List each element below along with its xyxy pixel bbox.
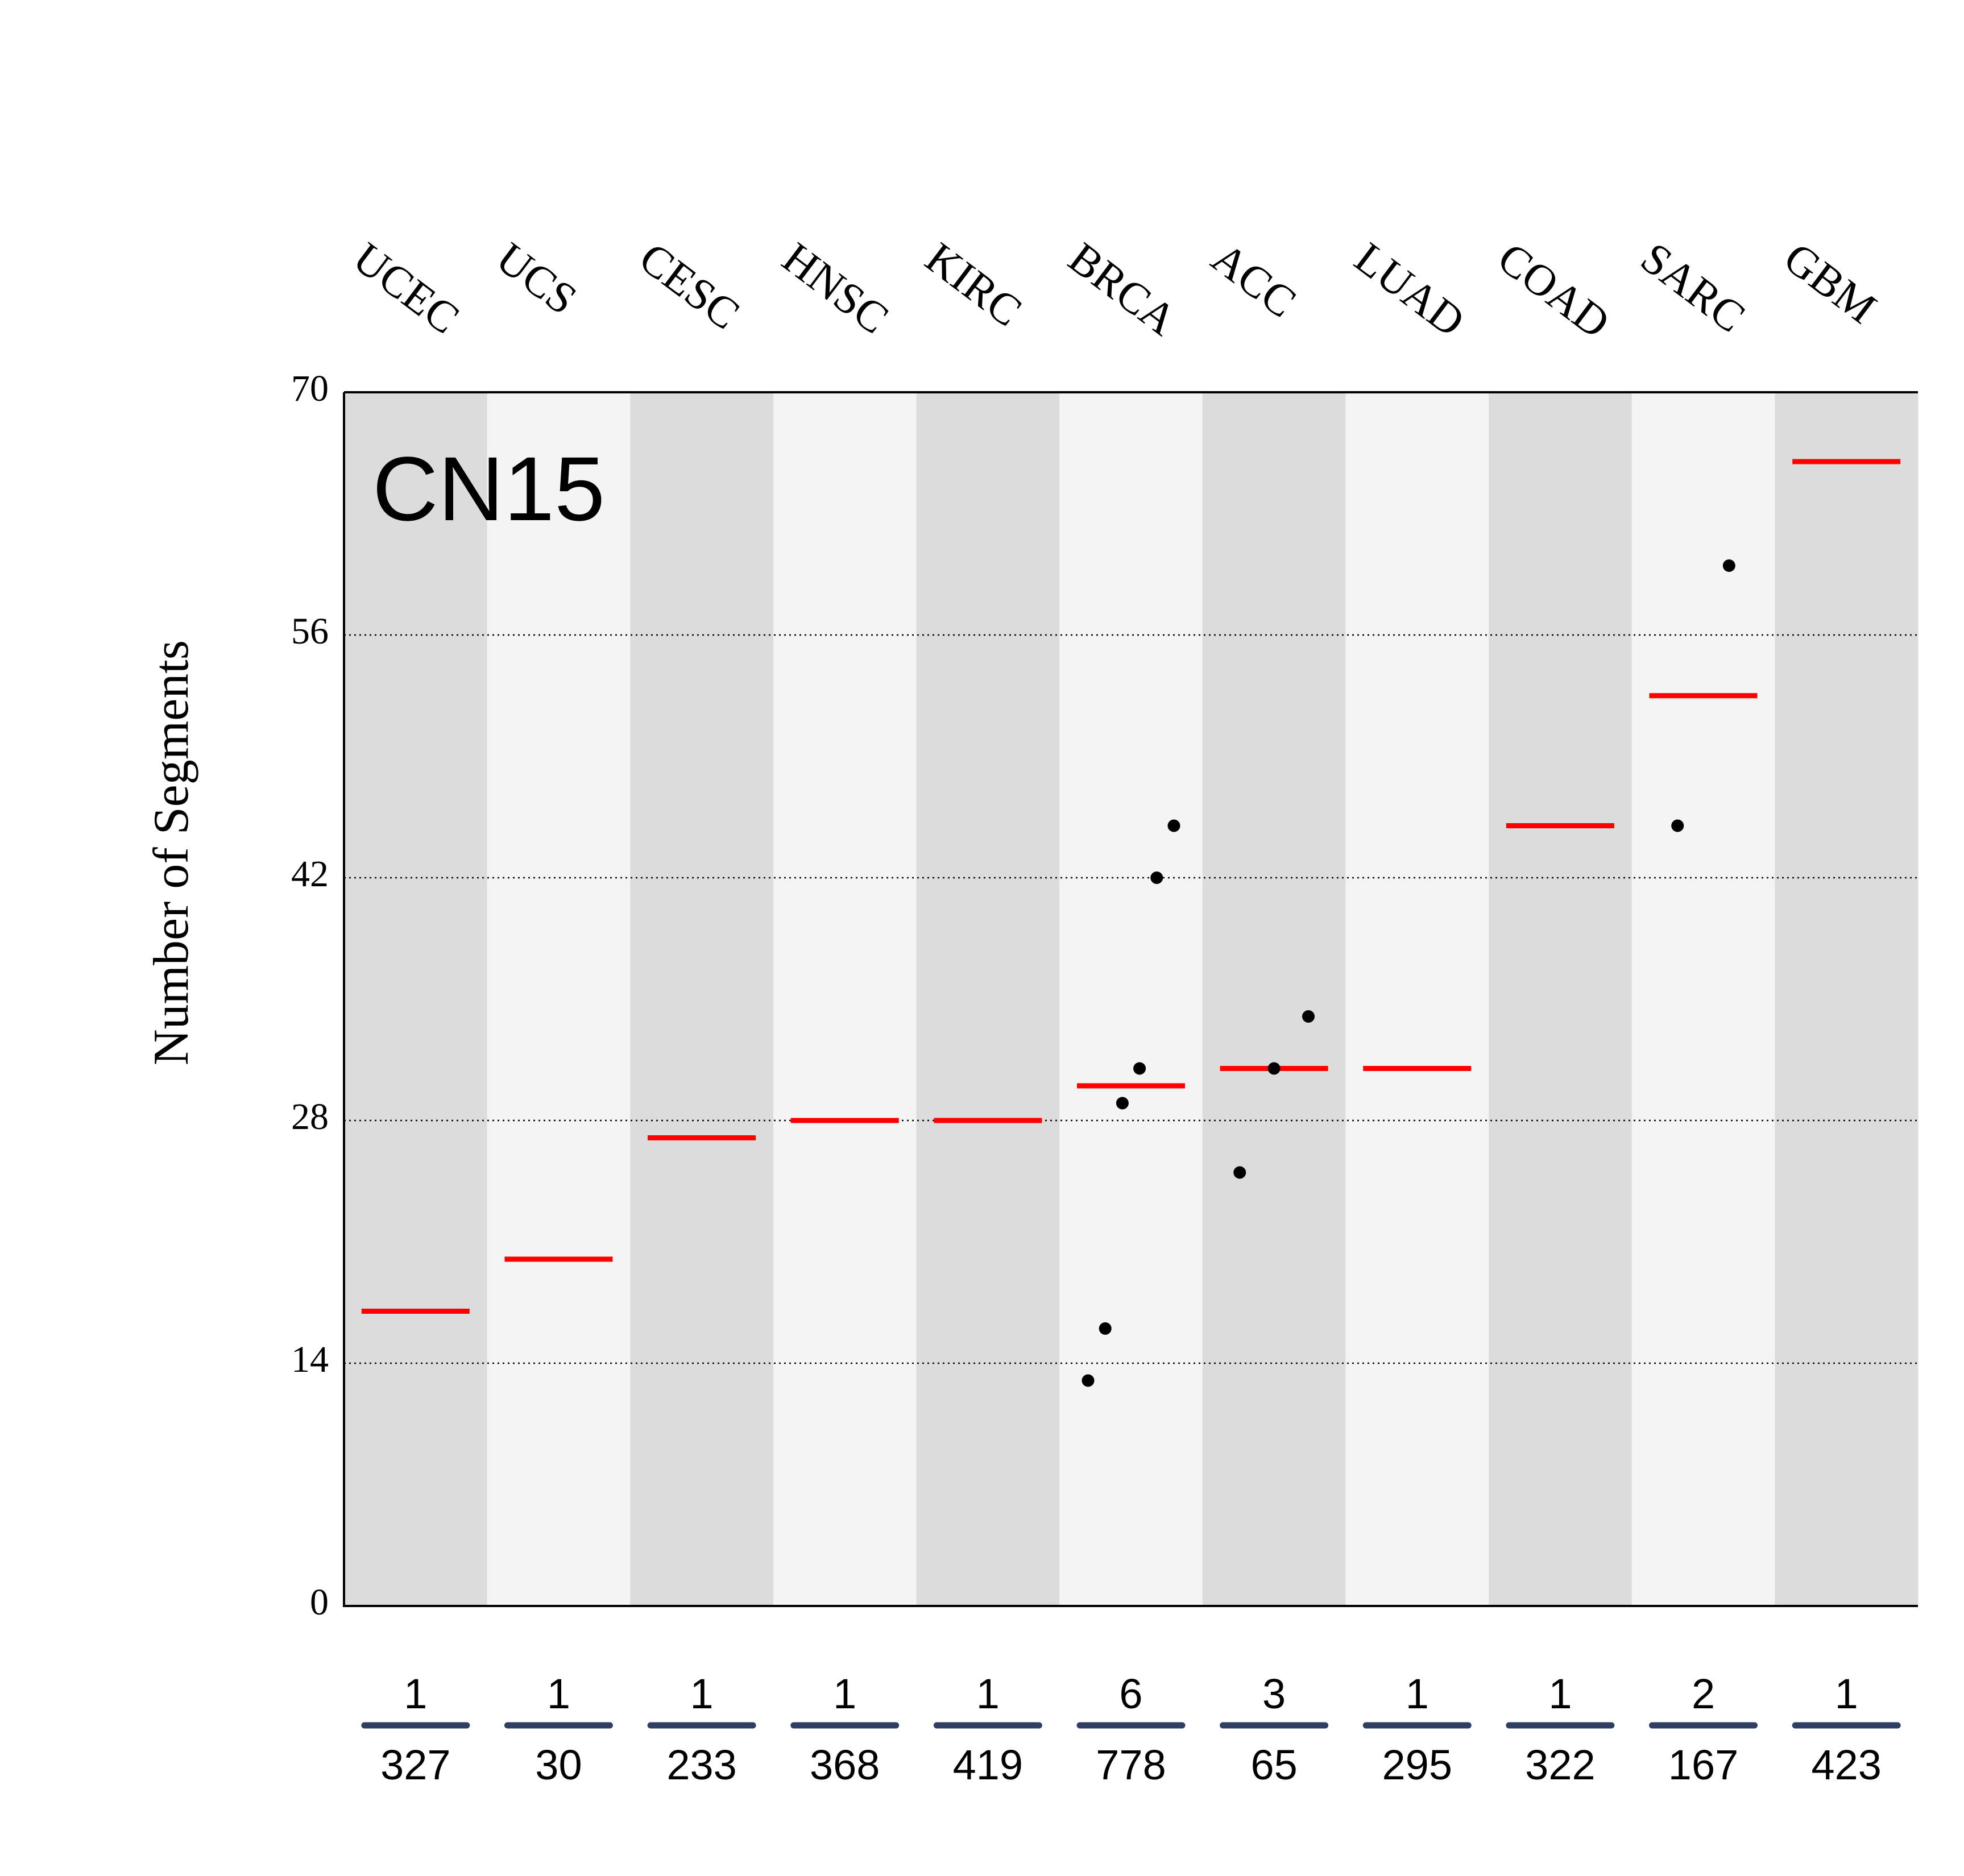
- y-axis-label: Number of Segments: [144, 640, 199, 1065]
- data-point-acc: [1267, 1062, 1281, 1075]
- category-label-cesc: CESC: [631, 233, 749, 339]
- y-tick-label: 56: [291, 611, 329, 652]
- category-label-coad: COAD: [1489, 233, 1619, 347]
- band-brca: [1059, 392, 1203, 1606]
- fraction-denominator-coad: 322: [1525, 1741, 1595, 1788]
- fraction-numerator-acc: 3: [1262, 1670, 1286, 1717]
- band-ucec: [344, 392, 488, 1606]
- data-point-sarc: [1671, 819, 1684, 832]
- band-acc: [1202, 392, 1346, 1606]
- category-label-hnsc: HNSC: [773, 233, 898, 343]
- fraction-numerator-cesc: 1: [690, 1670, 714, 1717]
- data-point-brca: [1167, 819, 1180, 832]
- chart-title: CN15: [372, 438, 605, 539]
- band-sarc: [1631, 392, 1775, 1606]
- y-tick-label: 0: [310, 1582, 329, 1623]
- gridlines: [344, 634, 1918, 1364]
- fraction-denominator-kirc: 419: [953, 1741, 1023, 1788]
- median-lines: [361, 459, 1901, 1314]
- data-point-brca: [1099, 1322, 1112, 1335]
- fraction-numerator-gbm: 1: [1835, 1670, 1858, 1717]
- category-label-sarc: SARC: [1632, 233, 1754, 342]
- band-cesc: [630, 392, 774, 1606]
- category-label-ucec: UCEC: [345, 233, 469, 343]
- y-tick-label: 70: [291, 368, 329, 409]
- band-hnsc: [773, 392, 917, 1606]
- category-label-ucs: UCS: [487, 233, 586, 324]
- fraction-denominator-brca: 778: [1096, 1741, 1166, 1788]
- band-luad: [1345, 392, 1489, 1606]
- category-label-kirc: KIRC: [917, 233, 1031, 336]
- category-labels: UCEC UCS CESC HNSC KIRC BRCA ACC LUAD COAD SARC GB…: [345, 233, 1886, 347]
- data-point-acc: [1233, 1166, 1246, 1179]
- fraction-denominator-ucec: 327: [380, 1741, 450, 1788]
- fraction-numerator-brca: 6: [1119, 1670, 1142, 1717]
- category-label-luad: LUAD: [1346, 233, 1474, 346]
- fraction-numerator-sarc: 2: [1692, 1670, 1715, 1717]
- fraction-numerator-hnsc: 1: [833, 1670, 856, 1717]
- category-label-brca: BRCA: [1060, 233, 1186, 345]
- category-label-gbm: GBM: [1775, 233, 1886, 333]
- band-kirc: [916, 392, 1060, 1606]
- fraction-denominator-ucs: 30: [535, 1741, 582, 1788]
- fraction-denominator-hnsc: 368: [810, 1741, 880, 1788]
- category-label-acc: ACC: [1203, 233, 1305, 327]
- data-point-brca: [1082, 1374, 1095, 1387]
- y-tick-label: 28: [291, 1096, 329, 1138]
- band-coad: [1489, 392, 1632, 1606]
- data-point-brca: [1133, 1062, 1146, 1075]
- axes: [343, 391, 1918, 1607]
- sample-fractions: 1 327 1 30 1 233 1 368 1 419 6 778 3 65 1 295 1 322 2 167 1 4…: [361, 1670, 1901, 1788]
- fraction-numerator-ucec: 1: [404, 1670, 427, 1717]
- fraction-numerator-luad: 1: [1406, 1670, 1429, 1717]
- fraction-numerator-kirc: 1: [976, 1670, 1000, 1717]
- y-tick-labels: 0 14 28 42 56 70: [291, 368, 329, 1623]
- band-gbm: [1775, 392, 1919, 1606]
- fraction-denominator-gbm: 423: [1811, 1741, 1881, 1788]
- data-points: [1082, 559, 1735, 1387]
- data-point-sarc: [1722, 559, 1735, 572]
- fraction-numerator-coad: 1: [1548, 1670, 1572, 1717]
- fraction-denominator-acc: 65: [1250, 1741, 1297, 1788]
- data-point-acc: [1302, 1010, 1315, 1023]
- data-point-brca: [1116, 1097, 1129, 1110]
- fraction-denominator-luad: 295: [1382, 1741, 1452, 1788]
- fraction-denominator-sarc: 167: [1668, 1741, 1738, 1788]
- band-ucs: [487, 392, 631, 1606]
- category-bands: [344, 392, 1919, 1606]
- data-point-brca: [1150, 871, 1163, 884]
- fraction-numerator-ucs: 1: [547, 1670, 570, 1717]
- y-tick-label: 14: [291, 1339, 329, 1380]
- fraction-denominator-cesc: 233: [666, 1741, 736, 1788]
- y-tick-label: 42: [291, 853, 329, 895]
